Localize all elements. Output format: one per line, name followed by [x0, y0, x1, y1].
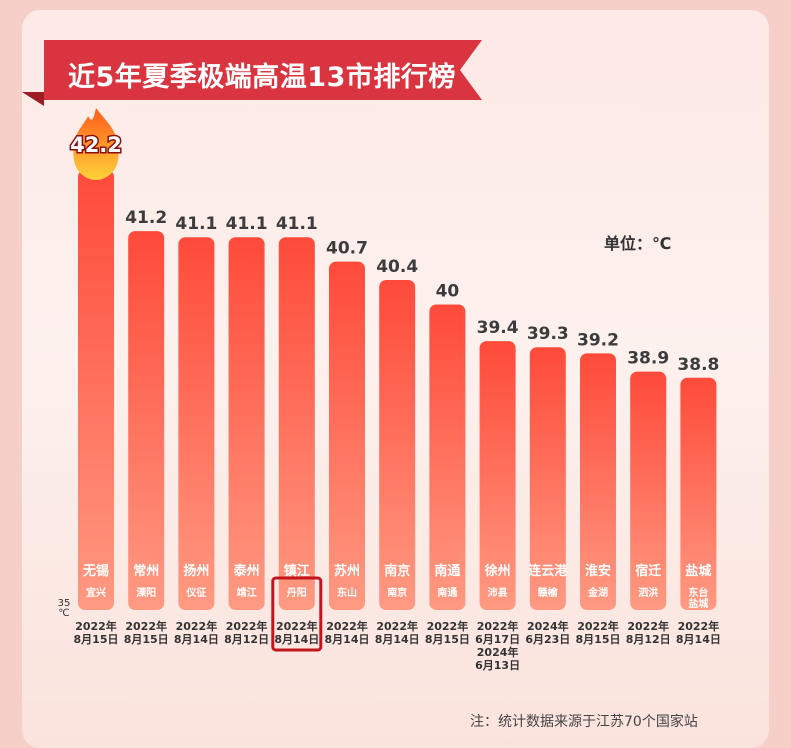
bar: [680, 377, 717, 610]
value-label: 41.1: [276, 214, 318, 234]
date-label: 2022年 8月14日: [174, 619, 219, 646]
station-label: 靖江: [237, 586, 257, 599]
bar: [580, 353, 616, 610]
bar: [78, 170, 114, 610]
bar: [128, 231, 165, 610]
station-label: 东山: [337, 586, 357, 599]
value-label: 41.1: [175, 214, 217, 234]
city-label: 苏州: [334, 563, 360, 579]
date-label: 2022年 8月14日: [325, 619, 370, 646]
axis-min-label: 35 ℃: [58, 598, 71, 619]
value-label: 40: [436, 281, 460, 301]
source-footnote: 注：统计数据来源于江苏70个国家站: [470, 714, 698, 730]
bar: [429, 304, 466, 610]
date-label: 2022年 8月15日: [425, 619, 470, 646]
value-label: 40.4: [376, 257, 418, 277]
date-label: 2022年 8月15日: [124, 619, 169, 646]
bar: [329, 261, 365, 610]
city-label: 徐州: [484, 563, 511, 579]
city-label: 常州: [133, 563, 159, 579]
station-label: 沛县: [488, 586, 508, 599]
value-label: 41.1: [226, 214, 268, 234]
date-label: 2022年 8月12日: [224, 619, 269, 646]
bar: [178, 237, 215, 610]
flame-icon: [73, 108, 119, 180]
unit-label: 单位：℃: [604, 234, 672, 253]
station-label: 南京: [387, 586, 407, 599]
date-label: 2022年 8月15日: [576, 619, 621, 646]
city-label: 南通: [434, 563, 460, 579]
station-label: 东台盐城: [688, 586, 708, 610]
station-label: 金湖: [587, 586, 608, 599]
date-label: 2022年 6月17日 2024年 6月13日: [475, 619, 520, 672]
chart-title: 近5年夏季极端高温13市排行榜: [68, 62, 456, 93]
bar: [278, 237, 315, 610]
city-label: 无锡: [82, 563, 109, 579]
value-label: 39.3: [527, 324, 569, 344]
date-label: 2024年 6月23日: [525, 619, 570, 646]
value-label: 40.7: [326, 239, 368, 259]
value-label: 39.2: [577, 330, 619, 350]
bar: [379, 280, 416, 610]
city-label: 连云港: [528, 563, 568, 579]
bar: [630, 371, 667, 610]
highlight-box: [271, 576, 323, 652]
city-label: 宿迁: [635, 563, 661, 579]
date-label: 2022年 8月14日: [274, 619, 319, 646]
bar: [529, 347, 566, 610]
station-label: 南通: [437, 586, 457, 599]
city-label: 泰州: [233, 563, 260, 579]
value-label: 42.2: [70, 133, 122, 157]
city-label: 淮安: [584, 563, 611, 579]
city-label: 南京: [384, 563, 410, 579]
station-label: 泗洪: [638, 586, 658, 599]
date-label: 2022年 8月12日: [626, 619, 671, 646]
station-label: 宜兴: [86, 586, 106, 599]
value-label: 38.9: [627, 349, 669, 369]
station-label: 赣榆: [538, 586, 559, 599]
title-banner: [22, 40, 482, 106]
value-label: 38.8: [677, 355, 719, 375]
date-label: 2022年 8月15日: [74, 619, 119, 646]
station-label: 仪征: [185, 586, 206, 599]
date-label: 2022年 8月14日: [676, 619, 721, 646]
value-label: 39.4: [477, 318, 519, 338]
city-label: 镇江: [284, 563, 310, 579]
station-label: 丹阳: [287, 587, 307, 599]
date-label: 2022年 8月14日: [375, 619, 420, 646]
city-label: 盐城: [685, 563, 711, 579]
station-label: 溧阳: [136, 586, 156, 599]
city-label: 扬州: [183, 563, 209, 579]
bar: [228, 237, 265, 610]
value-label: 41.2: [125, 208, 167, 228]
bar: [479, 341, 516, 610]
